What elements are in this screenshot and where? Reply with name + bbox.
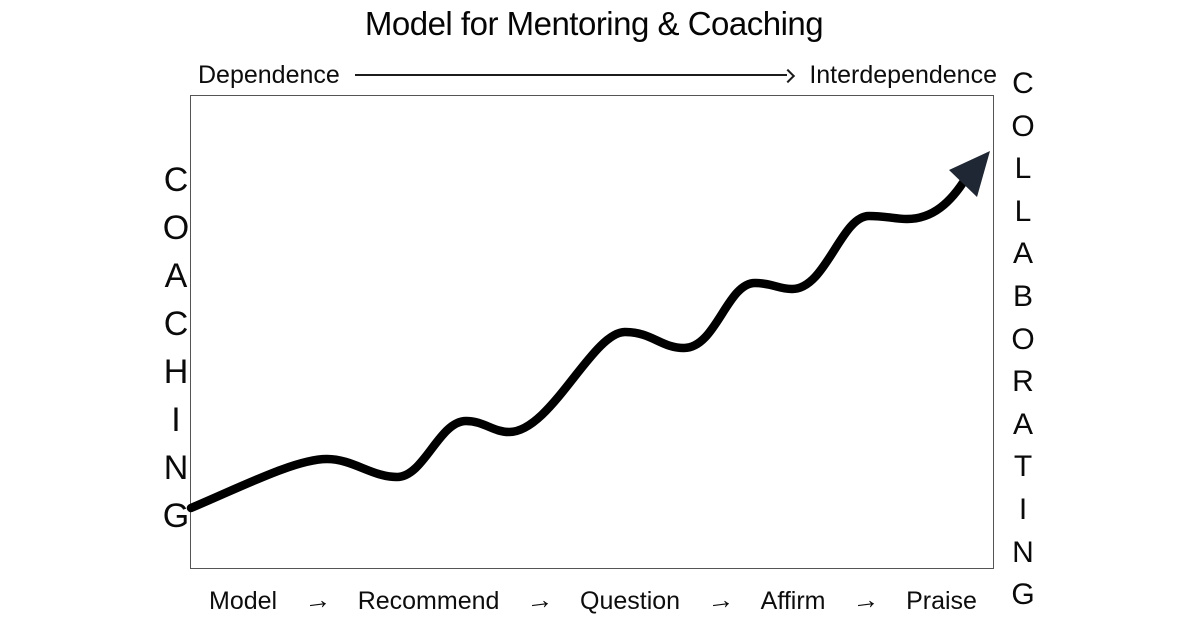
stage-arrow-icon: →: [524, 583, 555, 617]
stage-question: Question: [580, 587, 681, 615]
growth-curve-canvas: [186, 151, 990, 513]
diagram-title: Model for Mentoring & Coaching: [364, 5, 824, 42]
top-axis: Dependence Interdependence: [198, 59, 997, 91]
coaching-axis-label: C O A C H I N G: [162, 161, 190, 535]
dependence-label: Dependence: [198, 60, 340, 89]
plot-area: [186, 95, 994, 569]
bottom-axis: Model → Recommend → Question → Affirm → …: [190, 583, 994, 617]
stage-recommend: Recommend: [357, 587, 500, 615]
stage-arrow-icon: →: [850, 583, 881, 617]
stage-arrow-icon: →: [705, 583, 736, 617]
growth-curve: [186, 173, 971, 513]
right-arrow-icon: [781, 68, 796, 83]
stage-praise: Praise: [906, 587, 977, 615]
curve-arrowhead-icon: [949, 151, 990, 197]
stage-affirm: Affirm: [760, 587, 826, 615]
arrow-shaft: [354, 74, 788, 76]
stage-arrow-icon: →: [302, 583, 333, 617]
stage-model: Model: [209, 587, 278, 615]
collaborating-axis-label: C O L L A B O R A T I N G: [1011, 67, 1035, 612]
interdependence-label: Interdependence: [809, 60, 997, 89]
dependence-arrow: [353, 67, 797, 83]
